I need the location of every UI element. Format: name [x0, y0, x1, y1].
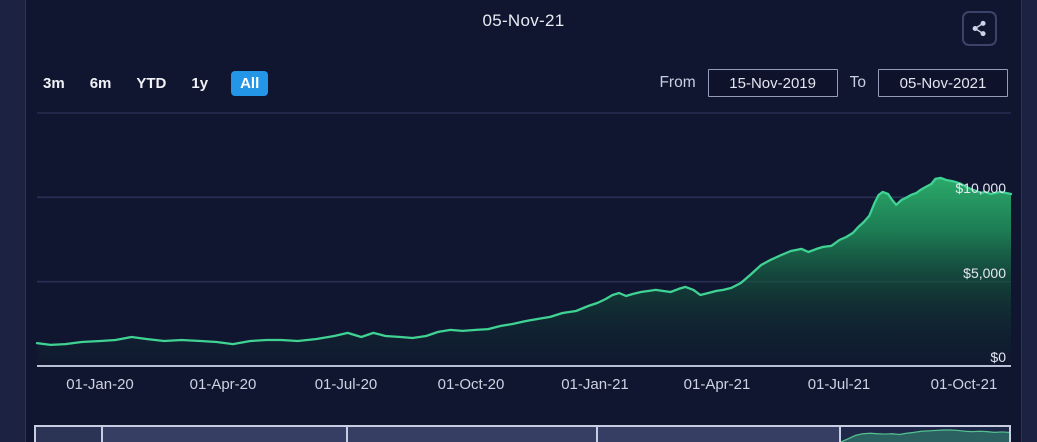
range-tab-all[interactable]: All — [231, 71, 269, 96]
x-axis-label: 01-Jul-21 — [807, 376, 871, 393]
table-row[interactable] — [34, 425, 1011, 442]
table-cell-name[interactable] — [103, 427, 348, 442]
chart-title: 05-Nov-21 — [482, 11, 565, 30]
chart-card: 05-Nov-21 3m 6m YTD 1y All From To — [25, 0, 1022, 442]
x-axis-label: 01-Jul-20 — [314, 376, 378, 393]
y-axis-label: $0 — [990, 349, 1006, 365]
x-axis-label: 01-Apr-21 — [683, 376, 751, 393]
range-tab-3m[interactable]: 3m — [43, 75, 65, 92]
table-cell-change[interactable] — [598, 427, 841, 442]
table-cell-rank[interactable] — [36, 427, 103, 442]
table-cell-price[interactable] — [348, 427, 598, 442]
y-axis-label: $5,000 — [963, 265, 1006, 281]
range-tab-6m[interactable]: 6m — [89, 75, 112, 92]
x-axis-label: 01-Jan-21 — [561, 376, 629, 393]
range-tab-1y[interactable]: 1y — [191, 75, 209, 92]
from-label: From — [659, 74, 696, 91]
share-button[interactable] — [962, 11, 997, 46]
table-cell-graph[interactable] — [841, 427, 1009, 442]
y-axis-label: $10,000 — [955, 180, 1006, 196]
range-tab-ytd[interactable]: YTD — [136, 75, 167, 92]
sparkline-chart — [841, 429, 1009, 442]
from-date-input[interactable] — [707, 69, 838, 97]
date-range-controls: From To — [659, 69, 1008, 97]
x-axis-label: 01-Apr-20 — [189, 376, 257, 393]
share-icon — [970, 19, 989, 38]
range-tabs: 3m 6m YTD 1y All — [41, 70, 269, 97]
x-axis-label: 01-Jan-20 — [66, 376, 134, 393]
to-date-input[interactable] — [878, 69, 1008, 97]
x-axis-label: 01-Oct-20 — [437, 376, 505, 393]
x-axis-label: 01-Oct-21 — [930, 376, 998, 393]
price-area-chart[interactable] — [26, 0, 1023, 442]
to-label: To — [849, 74, 866, 91]
